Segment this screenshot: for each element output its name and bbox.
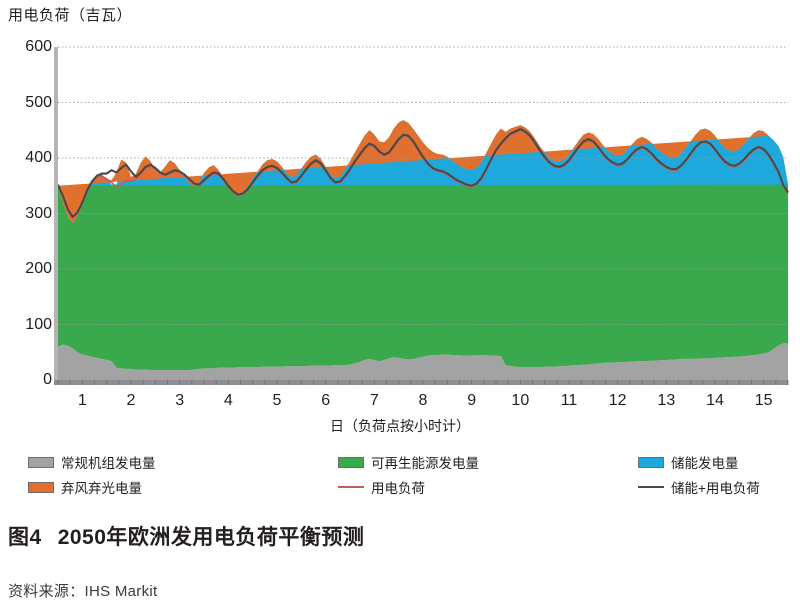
legend-item-弃风弃光电量: 弃风弃光电量 (28, 477, 142, 497)
y-tick-400: 400 (25, 149, 52, 166)
x-tick-14: 14 (706, 392, 724, 409)
x-tick-6: 6 (321, 392, 331, 409)
figure-caption: 图4 2050年欧洲发用电负荷平衡预测 (8, 521, 364, 551)
x-axis-line (54, 380, 788, 385)
x-tick-12: 12 (608, 392, 627, 409)
y-tick-100: 100 (25, 315, 52, 333)
legend-swatch-box (638, 456, 664, 468)
x-tick-15: 15 (754, 392, 773, 409)
x-tick-8: 8 (418, 392, 428, 409)
y-tick-0: 0 (43, 371, 52, 388)
y-axis-title: 用电负荷（吉瓦） (8, 7, 133, 24)
legend-label: 储能+用电负荷 (671, 481, 760, 496)
legend-swatch-line (638, 486, 664, 488)
y-tick-500: 500 (25, 93, 52, 111)
legend-item-用电负荷: 用电负荷 (338, 477, 425, 497)
legend-swatch-box (28, 456, 54, 468)
x-axis-title: 日（负荷点按小时计） (330, 418, 470, 434)
figure-source: 资料来源：IHS Markit (8, 583, 158, 600)
y-axis-tick-labels: 0 100 200 300 400 500 600 (0, 30, 52, 390)
line-series-storage-plus-load (57, 128, 789, 218)
area-series-conventional (58, 343, 788, 380)
legend-swatch-box (28, 481, 54, 493)
legend-label: 用电负荷 (371, 481, 425, 496)
y-tick-600: 600 (25, 38, 52, 55)
chart-legend: 常规机组发电量 可再生能源发电量 储能发电量弃风弃光电量 用电负荷 储能+用电负荷 (28, 452, 788, 500)
legend-item-可再生能源发电量: 可再生能源发电量 (338, 452, 479, 472)
legend-item-储能+用电负荷: 储能+用电负荷 (638, 477, 760, 497)
area-series-storage (58, 120, 788, 223)
stacked-area-chart (54, 46, 789, 385)
legend-label: 储能发电量 (671, 456, 739, 471)
figure-caption-text: 2050年欧洲发用电负荷平衡预测 (57, 526, 365, 549)
legend-swatch-line (338, 486, 364, 488)
x-tick-10: 10 (511, 392, 530, 409)
x-tick-4: 4 (223, 392, 233, 409)
x-tick-5: 5 (272, 392, 282, 409)
x-tick-9: 9 (467, 392, 477, 409)
area-series-curtailment (58, 120, 769, 223)
x-tick-2: 2 (126, 392, 136, 409)
y-axis-line (54, 47, 58, 380)
x-tick-3: 3 (175, 392, 185, 409)
x-tick-7: 7 (369, 392, 379, 409)
figure-caption-number: 图4 (8, 526, 42, 549)
legend-swatch-box (338, 456, 364, 468)
x-axis-tick-labels: 1 2 3 4 5 6 7 8 9 10 11 12 13 14 15 (0, 392, 800, 418)
legend-item-储能发电量: 储能发电量 (638, 452, 739, 472)
y-tick-200: 200 (25, 260, 52, 277)
legend-item-常规机组发电量: 常规机组发电量 (28, 452, 156, 472)
legend-label: 弃风弃光电量 (61, 481, 142, 496)
x-tick-13: 13 (657, 392, 676, 409)
x-tick-11: 11 (560, 392, 578, 409)
legend-label: 可再生能源发电量 (371, 456, 479, 471)
legend-label: 常规机组发电量 (61, 456, 156, 471)
x-tick-1: 1 (77, 392, 87, 409)
chart-plot-area (0, 30, 800, 390)
y-tick-300: 300 (25, 204, 52, 222)
